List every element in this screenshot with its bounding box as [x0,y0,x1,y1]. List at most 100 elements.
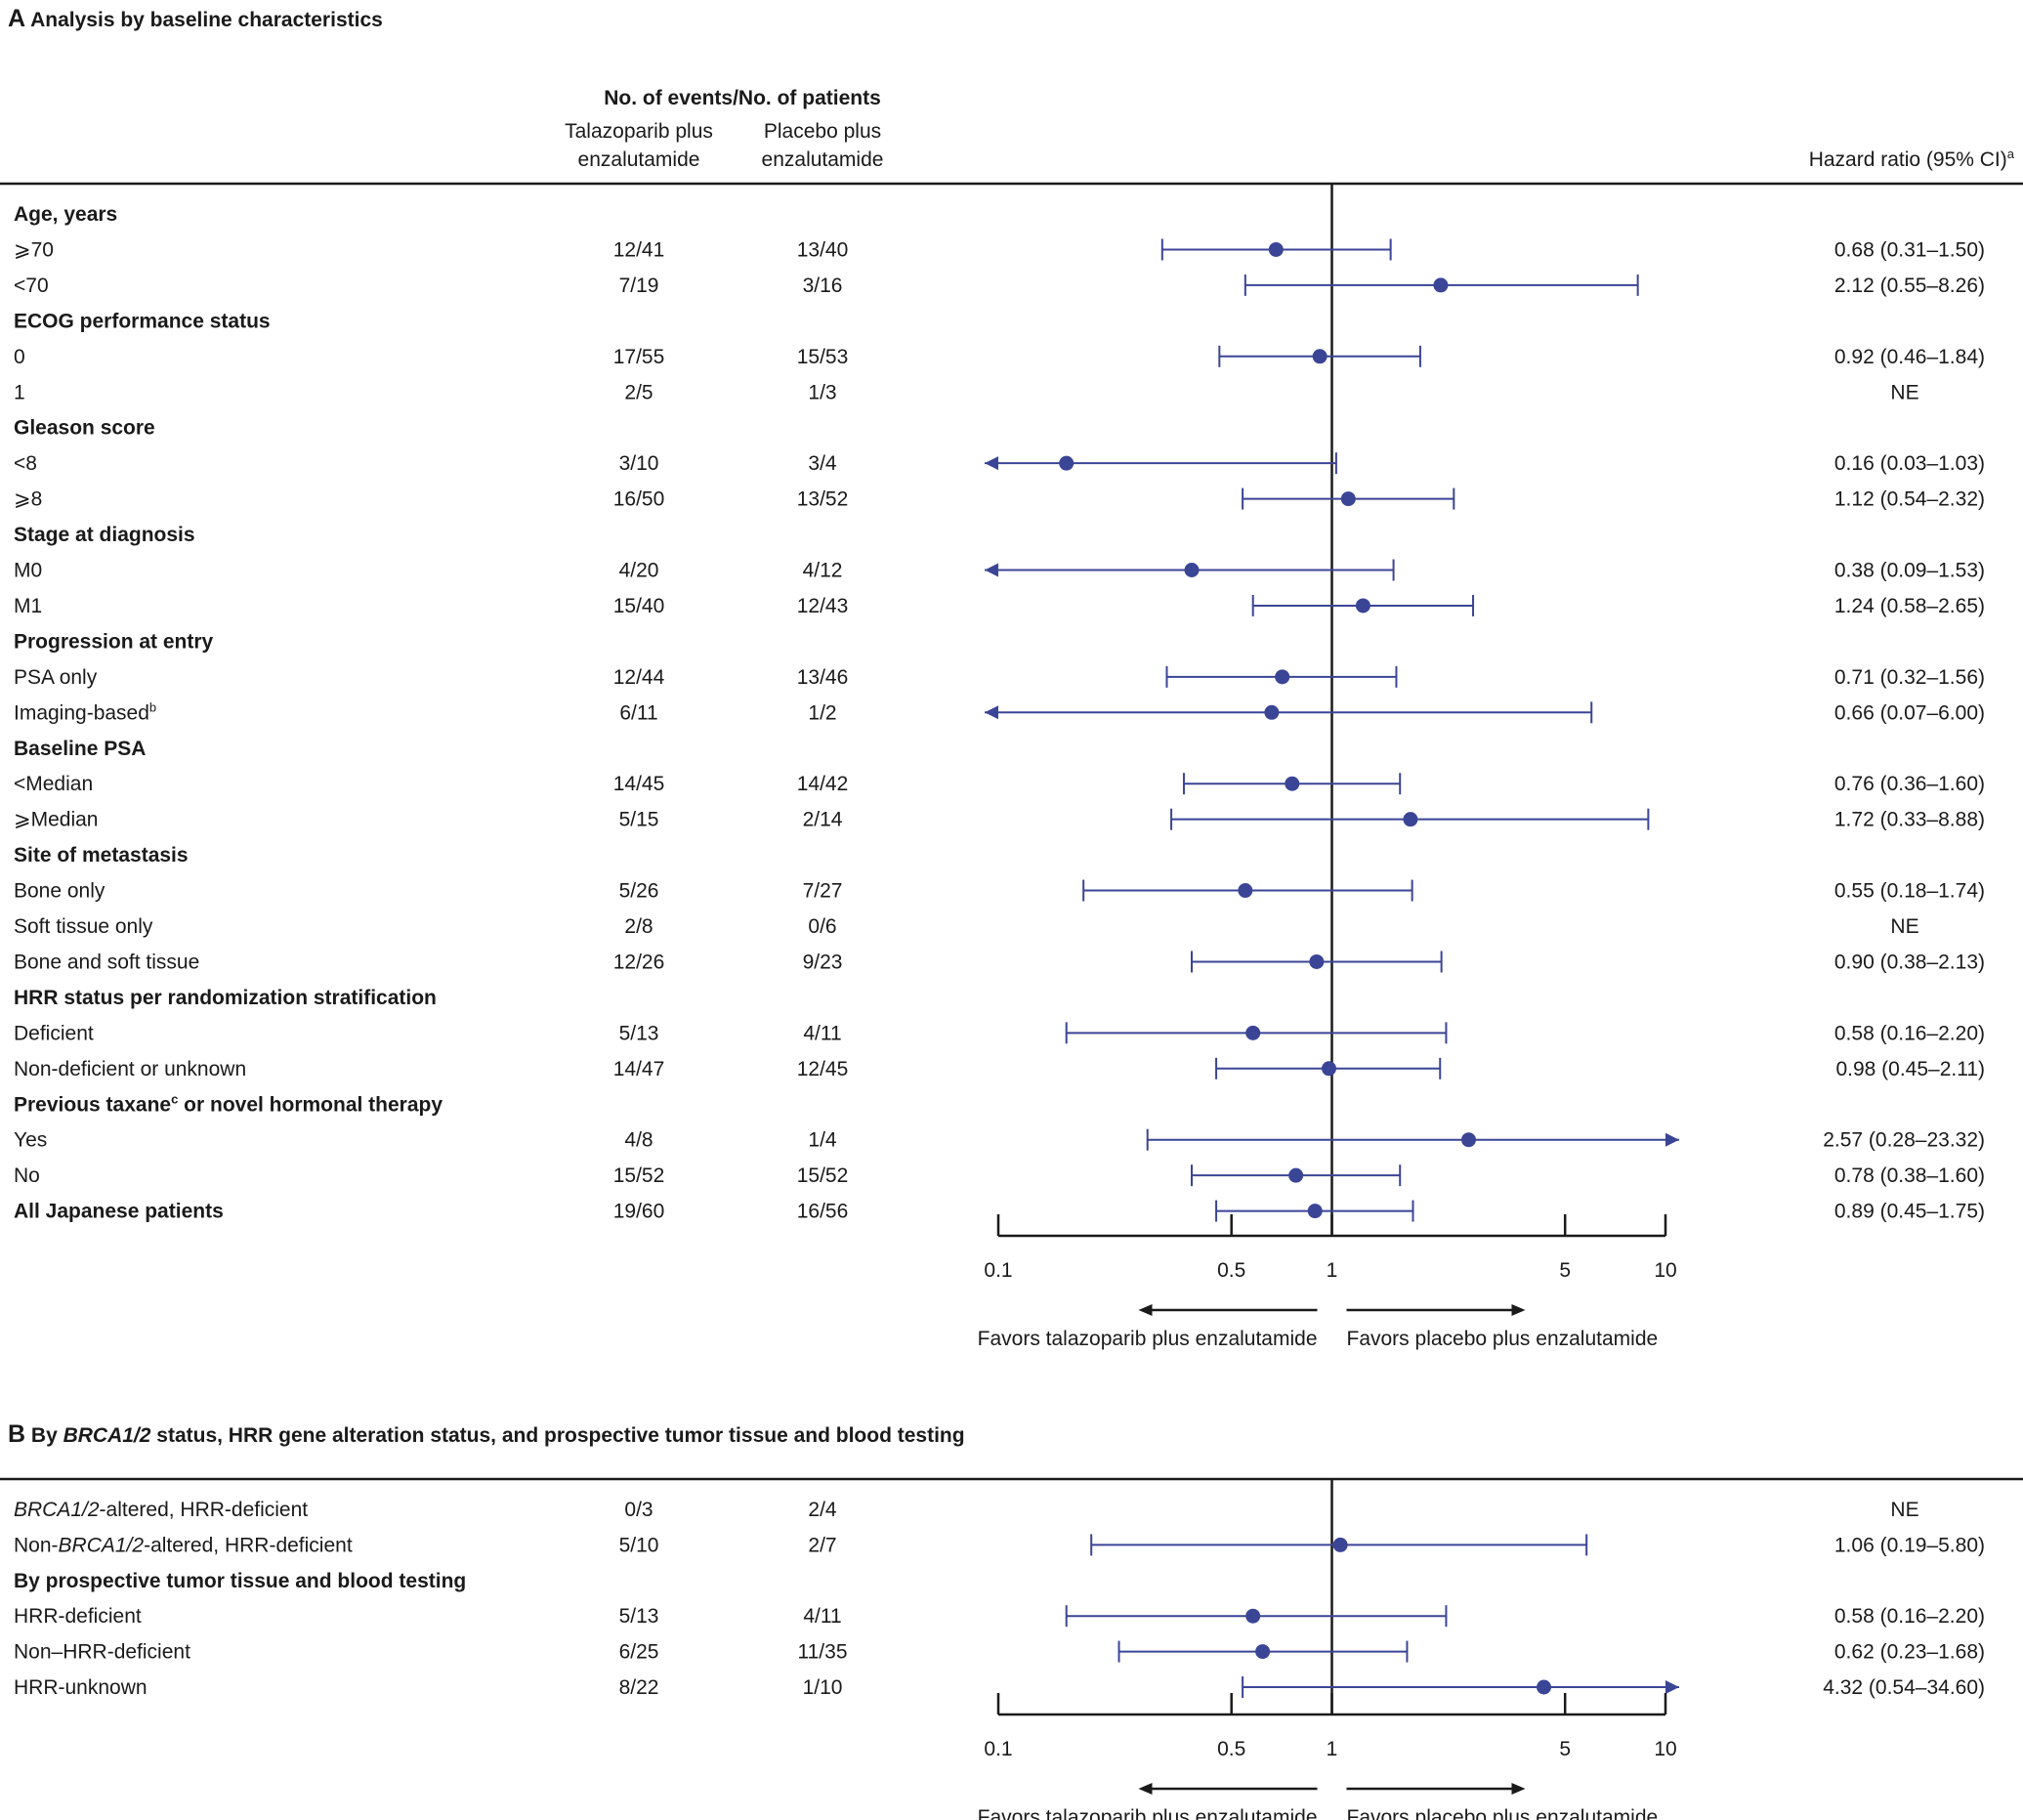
hazard-ratio-text: 0.89 (0.45–1.75) [1834,1201,1985,1223]
hr-header-text: Hazard ratio (95% CI) [1809,148,2007,171]
label-gene-name: BRCA1/2 [59,1534,145,1556]
hazard-ratio-text: 1.72 (0.33–8.88) [1834,809,1985,831]
events-talazoparib: 5/13 [619,1605,659,1628]
events-talazoparib: 12/41 [613,238,665,261]
subgroup-label: 1 [14,381,25,403]
x-tick-label: 0.1 [984,1738,1012,1760]
subgroup-label: No [14,1164,40,1187]
hazard-ratio-text: 1.06 (0.19–5.80) [1834,1534,1985,1556]
hazard-ratio-point [1275,669,1290,685]
hazard-ratio-text: 0.55 (0.18–1.74) [1834,880,1985,903]
x-tick-label: 5 [1559,1738,1571,1760]
label-text: Age, years [14,203,117,226]
hazard-ratio-text: 4.32 (0.54–34.60) [1823,1676,1985,1699]
x-tick-label: 5 [1559,1259,1571,1282]
hazard-ratio-point [1403,812,1418,827]
hazard-ratio-text: 2.57 (0.28–23.32) [1823,1129,1985,1152]
column-header-hazard-ratio: Hazard ratio (95% CI)a [1809,147,2015,171]
subgroup-heading: Gleason score [14,417,155,440]
hazard-ratio-text: 0.16 (0.03–1.03) [1834,452,1985,475]
panel-letter: B [8,1420,25,1448]
subgroup-heading: Age, years [14,203,117,226]
events-talazoparib: 5/13 [619,1022,659,1044]
events-placebo: 2/4 [808,1499,837,1521]
label-text: HRR status per randomization stratificat… [14,987,437,1009]
subgroup-heading: Stage at diagnosis [14,524,195,546]
favors-left-label: Favors talazoparib plus enzalutamide [978,1328,1318,1350]
hazard-ratio-text: 0.58 (0.16–2.20) [1834,1022,1985,1044]
events-placebo: 12/43 [797,595,849,617]
subgroup-label: <70 [14,275,49,297]
label-text: Non–HRR-deficient [14,1641,190,1664]
subgroup-heading: ECOG performance status [14,310,271,332]
events-placebo: 4/11 [803,1022,841,1044]
x-tick-label: 0.1 [984,1259,1012,1282]
hazard-ratio-point [1268,241,1284,257]
favors-right-arrowhead [1511,1783,1526,1795]
events-placebo: 1/4 [808,1129,837,1152]
subgroup-label: Non-BRCA1/2-altered, HRR-deficient [14,1534,353,1556]
hazard-ratio-point [1537,1679,1552,1695]
events-talazoparib: 4/20 [619,560,659,582]
ci-left-arrow [985,705,998,720]
hazard-ratio-text: 0.76 (0.36–1.60) [1834,773,1985,795]
events-placebo: 2/7 [808,1534,836,1556]
label-text: By prospective tumor tissue and blood te… [14,1570,466,1592]
events-placebo: 1/3 [808,381,836,403]
label-text: <Median [14,773,93,795]
panel-b-title: B By BRCA1/2 status, HRR gene alteration… [8,1420,965,1448]
hazard-ratio-text: 0.78 (0.38–1.60) [1834,1164,1985,1187]
label-part: Non- [14,1534,59,1556]
hazard-ratio-text: 0.66 (0.07–6.00) [1834,701,1985,724]
x-tick-label: 10 [1654,1738,1676,1760]
favors-right-label: Favors placebo plus enzalutamide [1347,1328,1659,1350]
events-talazoparib: 5/10 [619,1534,659,1556]
subgroup-label: Non–HRR-deficient [14,1641,190,1664]
events-talazoparib: 15/40 [613,595,665,617]
events-placebo: 13/52 [797,488,849,511]
subgroup-heading: HRR status per randomization stratificat… [14,987,437,1009]
events-placebo: 0/6 [808,915,836,938]
events-talazoparib: 6/25 [619,1641,659,1664]
label-text: <8 [14,452,37,475]
x-tick-label: 1 [1327,1738,1338,1760]
events-talazoparib: 3/10 [619,452,659,475]
column-header-talazoparib: enzalutamide [578,148,700,171]
column-group-header: No. of events/No. of patients [604,87,881,109]
events-placebo: 15/53 [797,346,849,368]
events-talazoparib: 2/5 [624,381,653,403]
panel-letter: A [8,5,25,32]
hazard-ratio-point [1255,1644,1271,1660]
favors-right-label: Favors placebo plus enzalutamide [1347,1806,1659,1820]
label-text: Gleason score [14,417,155,440]
panel-title-gene-name: BRCA1/2 [63,1424,151,1447]
hazard-ratio-point [1332,1537,1348,1552]
subgroup-label: ⩾70 [14,238,54,261]
hazard-ratio-text: 2.12 (0.55–8.26) [1834,275,1985,297]
events-placebo: 2/14 [803,809,843,831]
label-text: ⩾Median [14,809,98,831]
events-placebo: 16/56 [797,1201,849,1223]
label-text: or novel hormonal therapy [178,1093,443,1116]
x-tick-label: 1 [1327,1259,1338,1282]
column-header-placebo: enzalutamide [762,148,884,171]
events-talazoparib: 4/8 [624,1129,653,1152]
label-text: 0 [14,346,25,368]
label-text: Soft tissue only [14,915,153,938]
footnote-marker: c [171,1091,178,1106]
panel-title-text: By [25,1424,63,1447]
subgroup-heading: Baseline PSA [14,738,146,760]
subgroup-label: Imaging-basedb [14,699,156,724]
hazard-ratio-text: 1.12 (0.54–2.32) [1834,488,1985,511]
subgroup-heading: By prospective tumor tissue and blood te… [14,1570,466,1592]
subgroup-label: <Median [14,773,93,795]
label-part: -altered, HRR-deficient [144,1534,353,1556]
label-text: No [14,1164,40,1187]
subgroup-label: HRR-deficient [14,1605,142,1628]
label-text: Baseline PSA [14,738,146,760]
subgroup-label: Soft tissue only [14,915,153,938]
events-talazoparib: 5/26 [619,880,659,903]
events-placebo: 1/2 [808,701,836,724]
events-talazoparib: 17/55 [613,346,665,368]
